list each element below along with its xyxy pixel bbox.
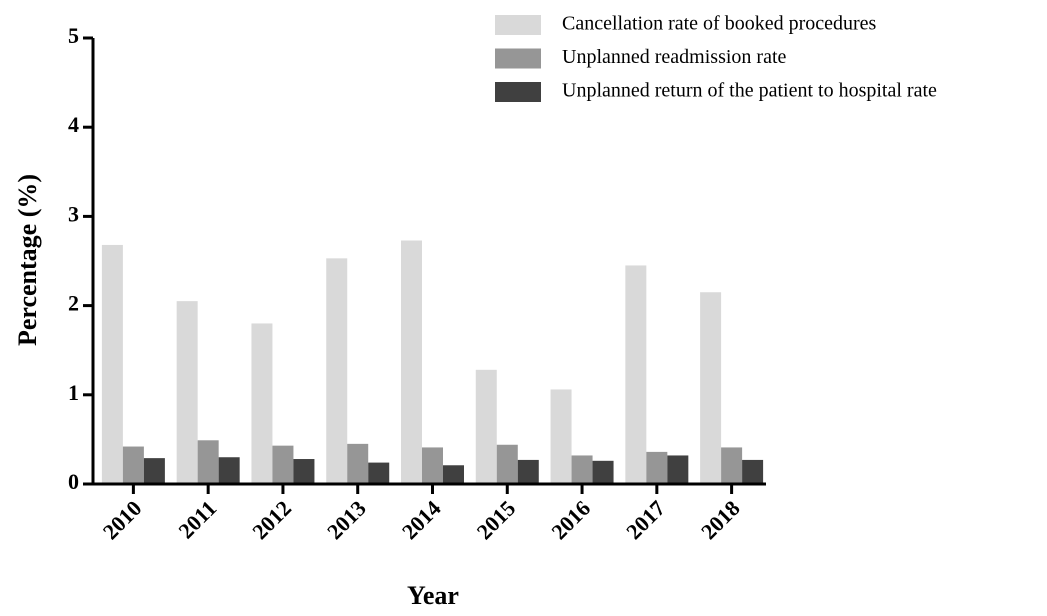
bar (667, 455, 689, 484)
bar (347, 443, 369, 484)
bar (122, 446, 144, 484)
bar (272, 445, 294, 484)
x-tick-label: 2011 (173, 495, 221, 543)
bar (721, 447, 743, 484)
x-tick-label: 2014 (397, 495, 446, 544)
bar (143, 458, 165, 484)
legend-label: Unplanned readmission rate (562, 46, 786, 68)
bar (422, 447, 443, 484)
y-tick-label: 0 (68, 469, 79, 494)
bar (443, 465, 464, 484)
bar (571, 455, 593, 484)
x-tick-label: 2015 (472, 495, 521, 544)
bar (475, 369, 497, 484)
bar (625, 265, 647, 484)
x-tick-label: 2013 (322, 495, 371, 544)
bar (742, 459, 764, 484)
bar (293, 459, 315, 484)
legend-label: Cancellation rate of booked procedures (562, 13, 877, 35)
bar (251, 323, 273, 484)
y-tick-label: 3 (68, 201, 79, 226)
bar (592, 460, 614, 484)
bar (496, 444, 518, 484)
x-tick-label: 2016 (546, 495, 595, 544)
bar (517, 459, 539, 484)
bar (401, 240, 422, 484)
y-tick-label: 1 (68, 380, 79, 405)
x-tick-label: 2012 (247, 495, 296, 544)
bar (176, 301, 198, 484)
bar (700, 292, 722, 484)
x-tick-label: 2018 (696, 495, 745, 544)
bar (197, 440, 219, 484)
bar (326, 258, 348, 484)
y-tick-label: 5 (68, 23, 79, 48)
bar (646, 451, 668, 484)
x-axis-title: Year (407, 581, 459, 610)
y-tick-label: 4 (68, 112, 79, 137)
y-axis-title: Percentage (%) (13, 174, 42, 346)
x-tick-label: 2017 (621, 495, 670, 544)
bar (550, 389, 572, 484)
y-tick-label: 2 (68, 291, 79, 316)
bar (368, 462, 390, 484)
legend-swatch (495, 82, 541, 102)
x-tick-label: 2010 (98, 495, 147, 544)
bar (101, 244, 123, 484)
bar (218, 457, 240, 484)
legend-swatch (495, 48, 541, 69)
legend-label: Unplanned return of the patient to hospi… (562, 80, 937, 102)
legend-swatch (495, 15, 541, 35)
